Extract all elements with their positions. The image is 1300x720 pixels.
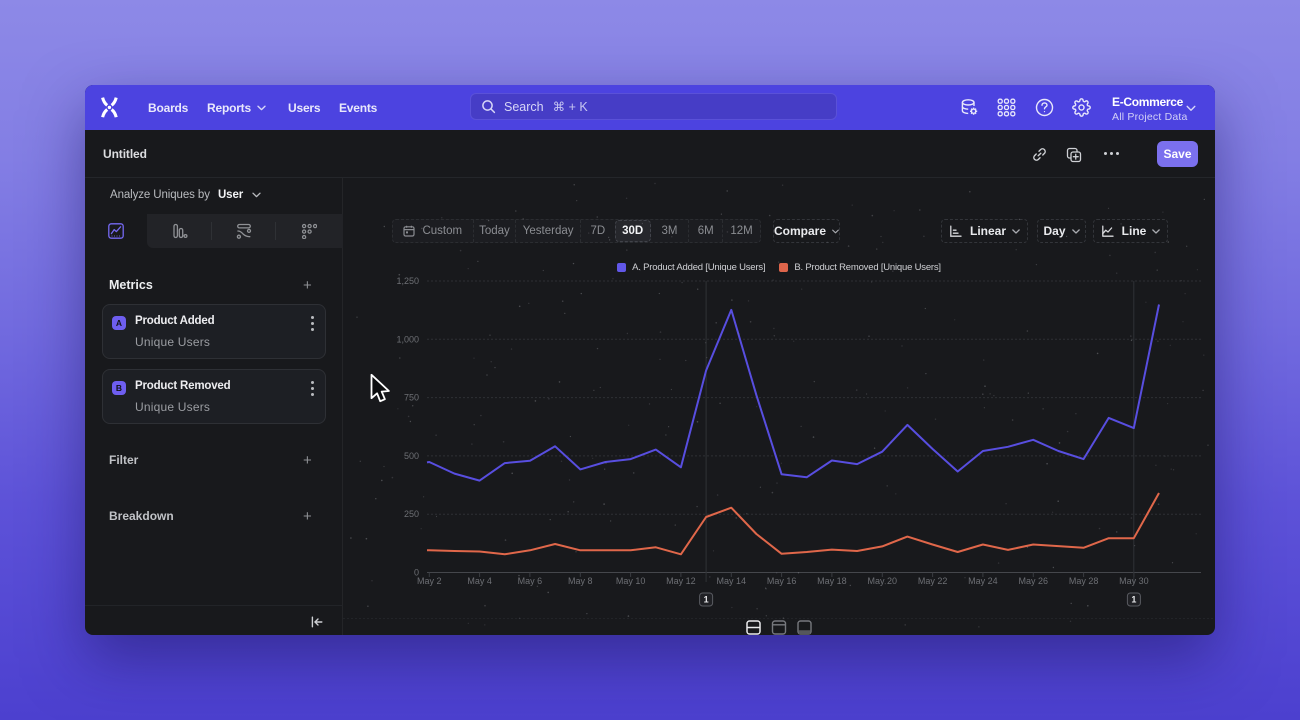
svg-text:1,250: 1,250 [396,276,419,286]
svg-text:May 24: May 24 [968,576,998,586]
svg-text:1,000: 1,000 [396,334,419,344]
svg-text:May 30: May 30 [1119,576,1149,586]
svg-text:May 16: May 16 [767,576,797,586]
svg-text:May 18: May 18 [817,576,847,586]
svg-text:May 6: May 6 [518,576,543,586]
svg-text:May 8: May 8 [568,576,593,586]
svg-text:May 2: May 2 [417,576,442,586]
svg-text:1: 1 [1131,595,1136,605]
svg-text:May 28: May 28 [1069,576,1099,586]
svg-text:May 26: May 26 [1019,576,1049,586]
svg-text:May 4: May 4 [467,576,492,586]
svg-text:1: 1 [704,595,709,605]
svg-text:0: 0 [414,568,419,578]
svg-text:May 12: May 12 [666,576,696,586]
svg-text:750: 750 [404,393,419,403]
svg-text:May 22: May 22 [918,576,948,586]
svg-text:500: 500 [404,451,419,461]
svg-text:250: 250 [404,509,419,519]
svg-text:May 10: May 10 [616,576,646,586]
svg-text:May 14: May 14 [717,576,747,586]
svg-text:May 20: May 20 [868,576,898,586]
